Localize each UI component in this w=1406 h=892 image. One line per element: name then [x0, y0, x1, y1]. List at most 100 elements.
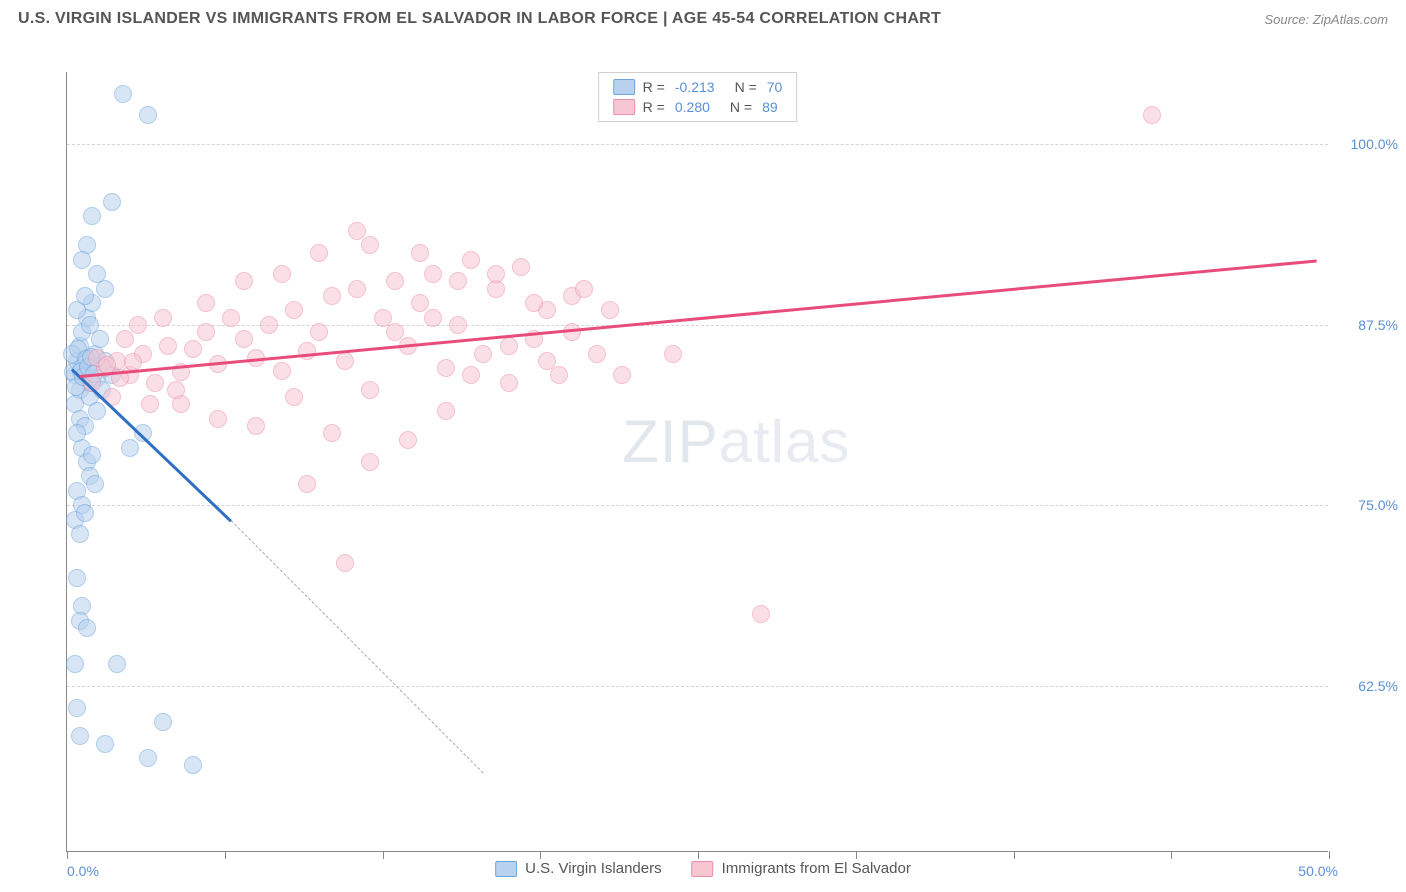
scatter-point: [336, 554, 354, 572]
scatter-point: [575, 280, 593, 298]
scatter-point: [184, 756, 202, 774]
scatter-point: [512, 258, 530, 276]
scatter-point: [601, 301, 619, 319]
scatter-point: [361, 381, 379, 399]
scatter-point: [139, 106, 157, 124]
legend-swatch-icon: [613, 79, 635, 95]
x-tick: [383, 851, 384, 859]
scatter-point: [298, 475, 316, 493]
scatter-point: [260, 316, 278, 334]
scatter-point: [68, 569, 86, 587]
legend-r-label: R =: [643, 79, 665, 95]
scatter-point: [285, 301, 303, 319]
legend-series-item: U.S. Virgin Islanders: [495, 860, 661, 877]
x-tick: [1014, 851, 1015, 859]
scatter-point: [538, 352, 556, 370]
scatter-point: [664, 345, 682, 363]
x-max-label: 50.0%: [1298, 863, 1338, 879]
scatter-point: [361, 453, 379, 471]
scatter-point: [129, 316, 147, 334]
scatter-point: [88, 402, 106, 420]
scatter-point: [424, 309, 442, 327]
scatter-point: [86, 475, 104, 493]
scatter-point: [411, 244, 429, 262]
scatter-point: [399, 431, 417, 449]
scatter-point: [197, 323, 215, 341]
scatter-point: [71, 525, 89, 543]
scatter-point: [167, 381, 185, 399]
scatter-point: [197, 294, 215, 312]
legend-r-value: -0.213: [675, 79, 715, 95]
x-min-label: 0.0%: [67, 863, 99, 879]
scatter-point: [116, 330, 134, 348]
scatter-point: [500, 337, 518, 355]
x-tick: [1329, 851, 1330, 859]
scatter-point: [752, 605, 770, 623]
scatter-point: [336, 352, 354, 370]
scatter-point: [323, 287, 341, 305]
legend-n-value: 70: [767, 79, 783, 95]
legend-stat-row: R =0.280N =89: [599, 97, 797, 117]
scatter-point: [184, 340, 202, 358]
legend-swatch-icon: [613, 99, 635, 115]
source-label: Source: ZipAtlas.com: [1264, 12, 1388, 27]
scatter-point: [550, 366, 568, 384]
legend-n-label: N =: [730, 99, 752, 115]
scatter-point: [139, 749, 157, 767]
gridline: [67, 505, 1328, 506]
scatter-point: [298, 342, 316, 360]
scatter-point: [613, 366, 631, 384]
scatter-point: [121, 439, 139, 457]
scatter-point: [209, 410, 227, 428]
y-tick-label: 100.0%: [1338, 136, 1398, 152]
y-tick-label: 75.0%: [1338, 497, 1398, 513]
scatter-point: [323, 424, 341, 442]
scatter-point: [487, 265, 505, 283]
scatter-point: [285, 388, 303, 406]
scatter-point: [500, 374, 518, 392]
x-tick: [1171, 851, 1172, 859]
scatter-point: [71, 727, 89, 745]
scatter-point: [68, 424, 86, 442]
trend-line: [71, 368, 232, 521]
scatter-point: [310, 323, 328, 341]
scatter-point: [83, 207, 101, 225]
scatter-point: [83, 446, 101, 464]
scatter-point: [96, 735, 114, 753]
x-tick: [856, 851, 857, 859]
legend-swatch-icon: [495, 861, 517, 877]
x-tick: [540, 851, 541, 859]
plot-area: ZIPatlas R =-0.213N =70R =0.280N =89 62.…: [66, 72, 1328, 852]
scatter-point: [449, 316, 467, 334]
scatter-point: [474, 345, 492, 363]
y-tick-label: 62.5%: [1338, 678, 1398, 694]
legend-swatch-icon: [692, 861, 714, 877]
scatter-point: [222, 309, 240, 327]
scatter-point: [1143, 106, 1161, 124]
x-tick: [225, 851, 226, 859]
scatter-point: [462, 366, 480, 384]
legend-n-label: N =: [735, 79, 757, 95]
x-tick: [698, 851, 699, 859]
scatter-point: [76, 504, 94, 522]
legend-series-label: Immigrants from El Salvador: [722, 860, 911, 877]
legend-bottom: U.S. Virgin Islanders Immigrants from El …: [495, 860, 911, 877]
legend-series-label: U.S. Virgin Islanders: [525, 860, 661, 877]
scatter-point: [146, 374, 164, 392]
scatter-point: [114, 85, 132, 103]
scatter-point: [361, 236, 379, 254]
x-tick: [67, 851, 68, 859]
scatter-point: [437, 359, 455, 377]
scatter-point: [386, 323, 404, 341]
legend-r-value: 0.280: [675, 99, 710, 115]
scatter-point: [154, 713, 172, 731]
watermark-zip: ZIP: [622, 408, 718, 475]
scatter-point: [159, 337, 177, 355]
scatter-point: [103, 193, 121, 211]
scatter-point: [386, 272, 404, 290]
scatter-point: [108, 655, 126, 673]
scatter-point: [154, 309, 172, 327]
scatter-point: [424, 265, 442, 283]
chart-title: U.S. VIRGIN ISLANDER VS IMMIGRANTS FROM …: [18, 10, 941, 28]
scatter-point: [78, 619, 96, 637]
